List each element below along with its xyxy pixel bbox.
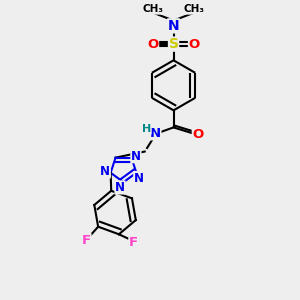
Text: O: O — [147, 38, 159, 51]
Text: N: N — [150, 127, 161, 140]
Text: H: H — [142, 124, 151, 134]
Text: F: F — [129, 236, 138, 249]
Text: N: N — [131, 150, 141, 163]
Text: O: O — [192, 128, 204, 141]
Text: S: S — [169, 37, 178, 51]
Text: CH₃: CH₃ — [142, 4, 164, 14]
Text: O: O — [188, 38, 200, 51]
Text: N: N — [134, 172, 144, 184]
Text: N: N — [168, 19, 179, 33]
Text: F: F — [82, 234, 91, 247]
Text: N: N — [100, 165, 110, 178]
Text: CH₃: CH₃ — [184, 4, 205, 14]
Text: N: N — [115, 181, 125, 194]
